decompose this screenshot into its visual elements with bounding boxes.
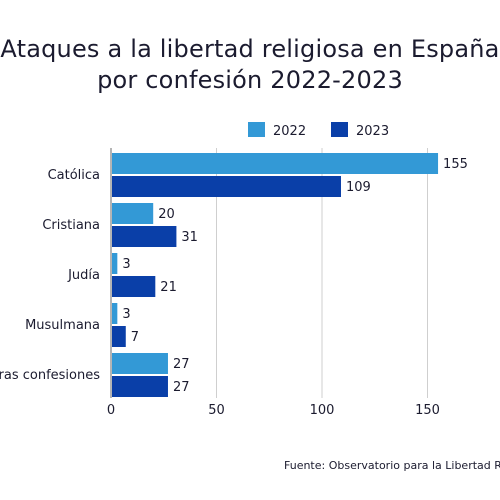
category-label: Judía <box>67 268 100 283</box>
bar-2022 <box>112 203 154 224</box>
x-tick-label: 0 <box>107 403 115 418</box>
data-label-2022: 155 <box>443 157 468 172</box>
chart-title-line2: por confesión 2022-2023 <box>97 66 403 94</box>
data-label-2023: 27 <box>173 380 190 395</box>
x-tick-label: 100 <box>310 403 335 418</box>
data-label-2022: 20 <box>158 207 175 222</box>
bar-2022 <box>112 303 118 324</box>
bar-2023 <box>112 176 341 197</box>
data-label-2023: 21 <box>160 280 177 295</box>
legend-label-2022: 2022 <box>273 124 306 139</box>
data-label-2022: 27 <box>173 357 190 372</box>
bar-2022 <box>112 253 118 274</box>
data-label-2022: 3 <box>122 257 130 272</box>
x-tick-label: 150 <box>415 403 440 418</box>
chart-title-line1: Ataques a la libertad religiosa en Españ… <box>0 35 500 63</box>
category-label: Católica <box>48 168 100 183</box>
category-label: Cristiana <box>42 218 100 233</box>
category-label: Musulmana <box>25 318 100 333</box>
data-label-2022: 3 <box>122 307 130 322</box>
bar-2022 <box>112 353 168 374</box>
source-note: Fuente: Observatorio para la Libertad Re… <box>284 459 500 472</box>
legend-swatch-2023 <box>331 122 348 137</box>
data-label-2023: 109 <box>346 180 371 195</box>
bar-2022 <box>112 153 439 174</box>
data-label-2023: 7 <box>131 330 139 345</box>
x-tick-label: 50 <box>208 403 225 418</box>
category-label: Otras confesiones <box>0 368 100 383</box>
data-label-2023: 31 <box>181 230 198 245</box>
bar-2023 <box>112 326 126 347</box>
bar-2023 <box>112 376 168 397</box>
bar-2023 <box>112 276 156 297</box>
legend-swatch-2022 <box>248 122 265 137</box>
legend-label-2023: 2023 <box>356 124 389 139</box>
bar-2023 <box>112 226 177 247</box>
chart-title: Ataques a la libertad religiosa en Españ… <box>0 34 500 96</box>
